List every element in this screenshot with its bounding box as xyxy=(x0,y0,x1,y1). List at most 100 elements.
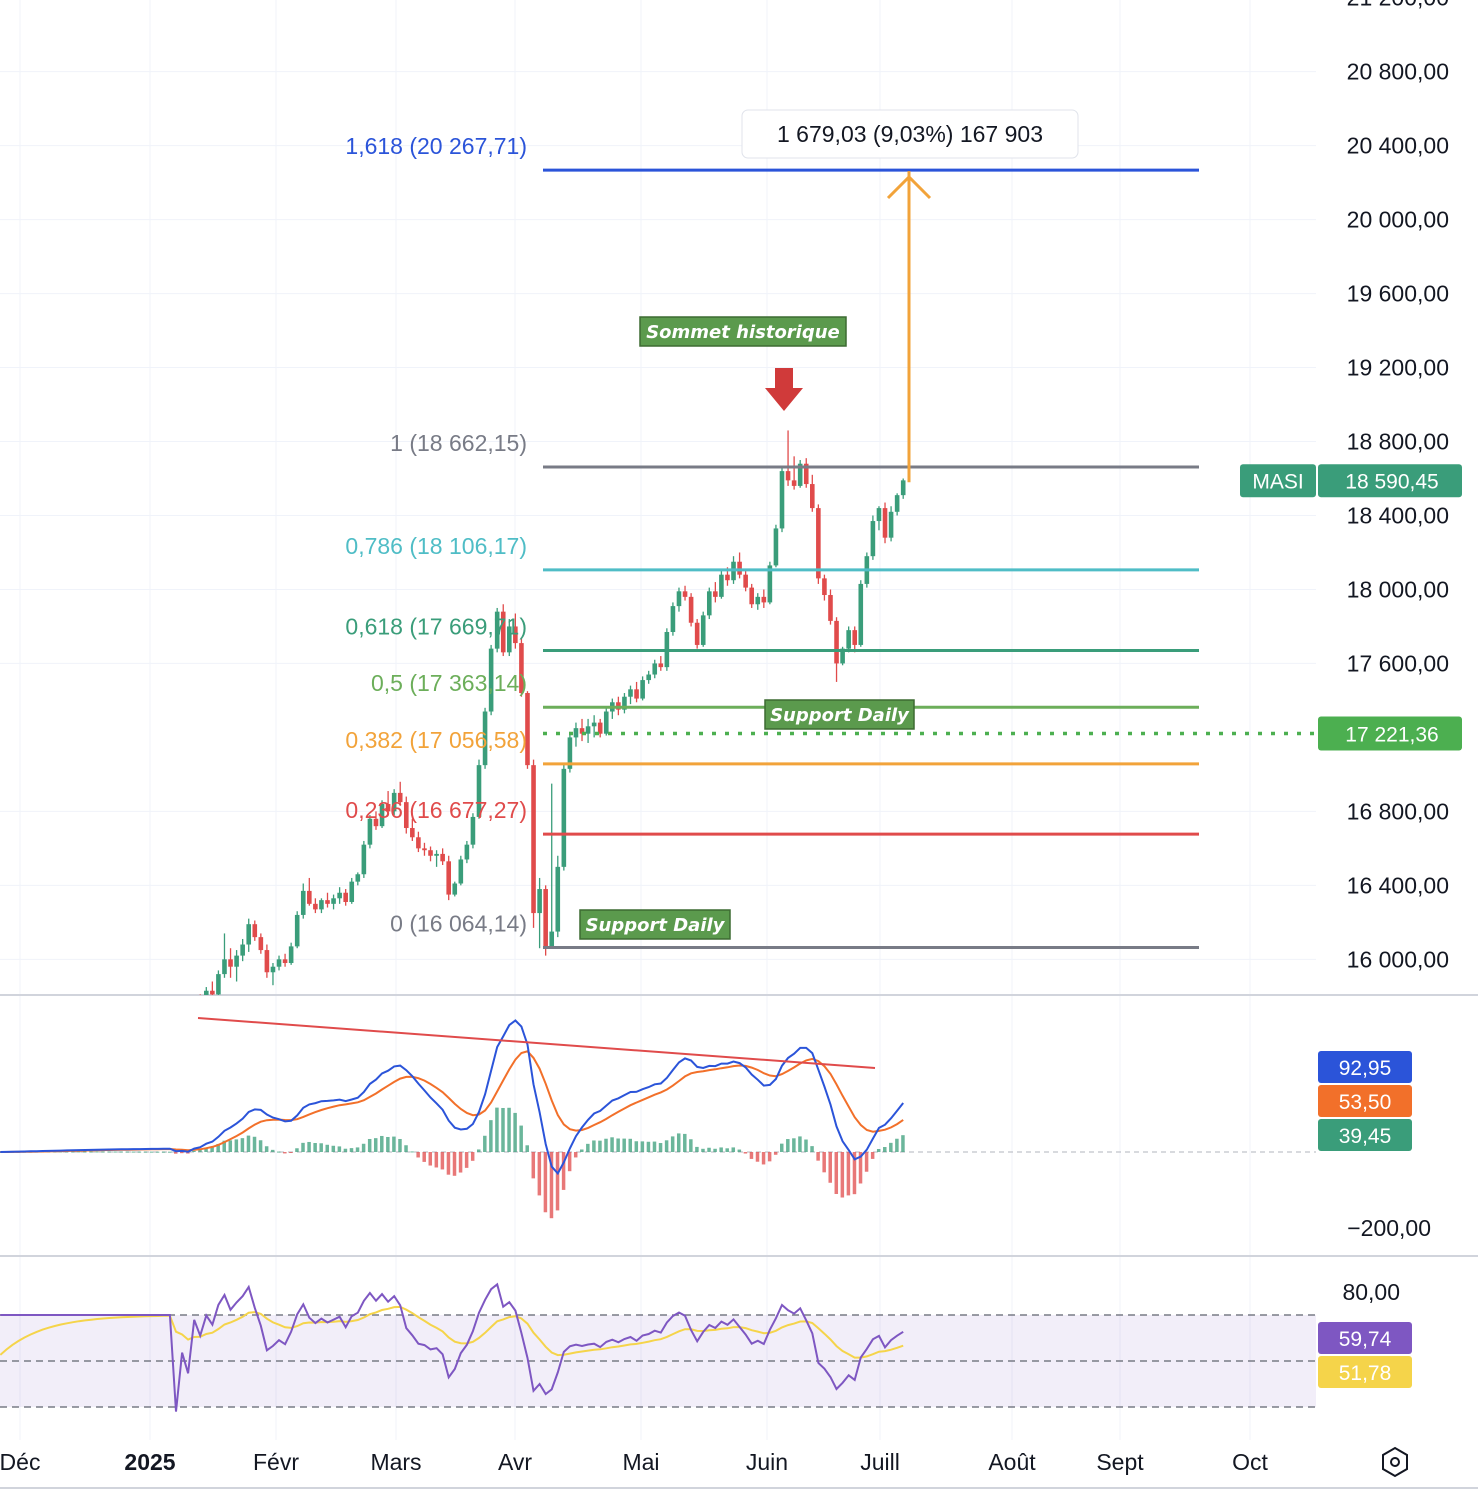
macd-histogram-bar xyxy=(567,1152,572,1172)
macd-histogram-bar xyxy=(489,1120,493,1152)
macd-histogram-bar xyxy=(228,1140,233,1152)
candle xyxy=(397,792,403,803)
candle xyxy=(597,722,603,734)
macd-histogram-bar xyxy=(167,1151,172,1153)
macd-histogram-bar xyxy=(761,1152,766,1165)
macd-histogram-bar xyxy=(404,1145,408,1152)
macd-histogram-bar xyxy=(210,1146,214,1152)
candle xyxy=(537,889,542,914)
macd-histogram-bar xyxy=(83,1151,87,1153)
macd-histogram-bar xyxy=(89,1151,93,1153)
time-axis: Déc 2025 Févr Mars Avr Mai Juin Juill Août Sept Oc… xyxy=(0,1446,1408,1478)
candle xyxy=(622,696,627,710)
fib-level-label: 0,5 (17 363,14) xyxy=(371,670,527,696)
macd-histogram-bar xyxy=(161,1151,166,1153)
macd-histogram-bar xyxy=(664,1140,669,1152)
candle xyxy=(676,591,682,607)
time-tick-label: Févr xyxy=(253,1449,299,1475)
macd-histogram-bar xyxy=(719,1147,723,1152)
macd-histogram-bar xyxy=(858,1152,863,1184)
macd-histogram-bar xyxy=(555,1152,560,1211)
candle xyxy=(300,890,306,915)
macd-histogram-bar xyxy=(889,1142,893,1152)
candle xyxy=(767,565,773,603)
macd-histogram-bar xyxy=(701,1148,705,1152)
candle xyxy=(519,643,524,694)
candle xyxy=(658,663,664,668)
candle xyxy=(234,955,239,967)
candle xyxy=(646,674,651,681)
peak-down-arrow-icon xyxy=(765,368,803,411)
candle xyxy=(876,508,882,522)
candle xyxy=(816,508,821,579)
candle xyxy=(870,521,876,557)
macd-histogram-bar xyxy=(270,1149,275,1152)
fib-level-label: 1,618 (20 267,71) xyxy=(345,133,527,159)
candle xyxy=(737,561,742,575)
macd-histogram-bar xyxy=(549,1152,554,1219)
symbol-tag xyxy=(1240,464,1316,498)
macd-histogram-bar xyxy=(816,1152,820,1161)
measure-label-box xyxy=(741,109,1079,159)
macd-histogram-bar xyxy=(755,1152,760,1162)
macd-histogram-bar xyxy=(580,1149,584,1152)
macd-histogram-bar xyxy=(798,1136,802,1152)
candle xyxy=(349,881,355,902)
candle xyxy=(828,595,833,621)
candle xyxy=(379,803,385,827)
macd-histogram-bar xyxy=(319,1143,323,1152)
macd-histogram-bar xyxy=(113,1151,117,1153)
price-tick-label: 17 600,00 xyxy=(1347,650,1449,676)
candle-group xyxy=(174,430,906,1034)
candle xyxy=(706,591,712,616)
macd-histogram-bar xyxy=(452,1152,457,1176)
macd-histogram-bar xyxy=(70,1151,75,1153)
macd-histogram-bar xyxy=(355,1147,360,1152)
macd-histogram-bar xyxy=(155,1151,160,1153)
price-tick-label: 16 800,00 xyxy=(1347,798,1449,824)
settings-icon[interactable] xyxy=(1382,1446,1408,1478)
macd-histogram-bar xyxy=(337,1146,342,1152)
macd-histogram-bar xyxy=(361,1143,366,1152)
macd-histogram-bar xyxy=(331,1145,336,1152)
candle xyxy=(628,689,633,697)
macd-histogram-bar xyxy=(107,1151,111,1153)
candle xyxy=(482,711,488,766)
macd-histogram-bar xyxy=(101,1151,105,1153)
candle xyxy=(307,890,312,904)
candle xyxy=(452,883,458,895)
macd-histogram-bar xyxy=(852,1152,857,1195)
macd-histogram-bar xyxy=(531,1152,536,1179)
macd-histogram-bar xyxy=(870,1152,875,1159)
macd-histogram-bar xyxy=(767,1152,772,1162)
macd-histogram-bar xyxy=(628,1138,632,1152)
candle xyxy=(652,663,658,675)
candle xyxy=(373,818,379,827)
fib-level-label: 1 (18 662,15) xyxy=(390,430,527,456)
macd-histogram-bar xyxy=(477,1149,481,1152)
macd-histogram-bar xyxy=(652,1141,657,1152)
candle xyxy=(174,1030,179,1034)
candle xyxy=(549,931,555,948)
candle xyxy=(797,463,803,486)
macd-histogram-bar xyxy=(519,1125,523,1152)
macd-histogram-bar xyxy=(313,1143,317,1152)
macd-histogram-bar xyxy=(174,1152,178,1154)
macd-histogram-bar xyxy=(216,1143,220,1152)
candle xyxy=(476,765,482,817)
macd-histogram-bar xyxy=(180,1152,184,1154)
macd-histogram-bar xyxy=(773,1152,778,1155)
candle xyxy=(288,946,294,964)
candle xyxy=(852,630,858,645)
time-tick-label: Sept xyxy=(1096,1449,1144,1475)
macd-histogram-bar xyxy=(301,1142,305,1152)
macd-histogram-bar xyxy=(846,1152,851,1196)
fib-level-label: 0,618 (17 669,71) xyxy=(345,614,527,640)
fib-level-label: 0 (16 064,14) xyxy=(390,910,527,936)
candle xyxy=(361,844,367,875)
candle xyxy=(803,463,809,485)
macd-histogram-bar xyxy=(325,1144,329,1152)
macd-histogram-bar xyxy=(440,1152,445,1170)
candle xyxy=(198,1000,203,1006)
